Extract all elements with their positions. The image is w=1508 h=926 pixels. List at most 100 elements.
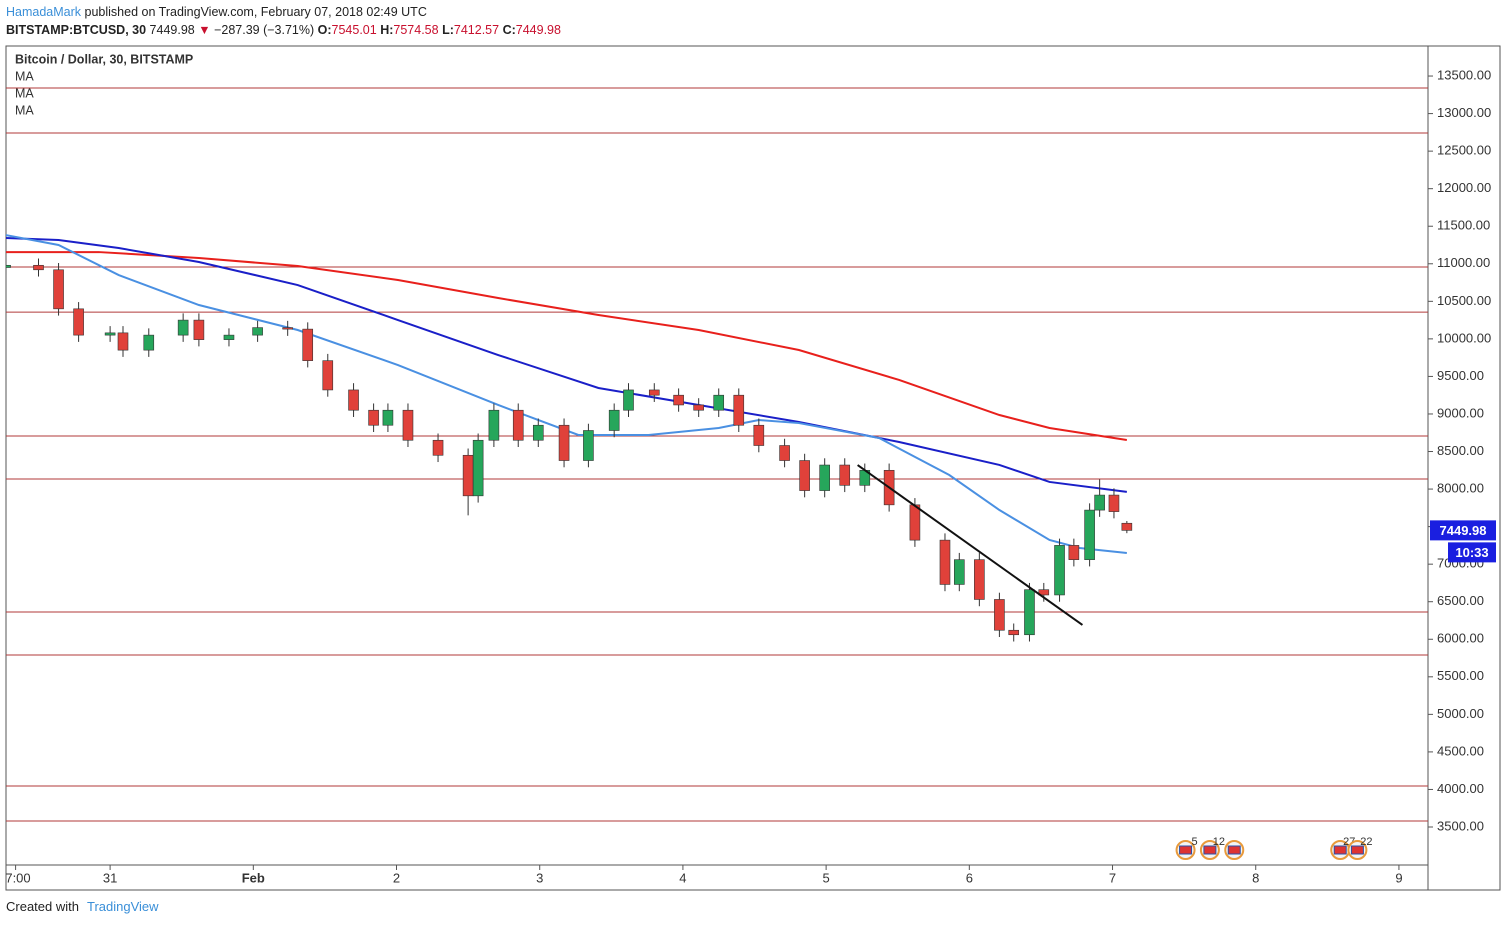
x-tick-label: 7:00 <box>5 870 30 885</box>
legend-entry: MA <box>15 86 34 100</box>
candle-body <box>532 424 544 441</box>
x-tick-label: 2 <box>393 870 400 885</box>
candle-body <box>177 319 189 336</box>
ohlc-label: H: <box>380 23 394 37</box>
candle-body <box>402 409 414 441</box>
candle-body <box>1038 589 1050 596</box>
candle-body <box>974 559 985 600</box>
candle-body <box>1008 629 1020 636</box>
y-tick-label: 8500.00 <box>1437 443 1484 458</box>
candle-body <box>623 389 634 411</box>
candle-body <box>693 404 704 411</box>
candle-body <box>1024 589 1035 636</box>
y-tick-label: 5500.00 <box>1437 668 1484 683</box>
event-label: 5 <box>1191 836 1197 848</box>
candle-body <box>713 394 725 411</box>
moving-average <box>6 234 1127 554</box>
y-tick-label: 12500.00 <box>1437 143 1491 158</box>
y-tick-label: 10500.00 <box>1437 293 1491 308</box>
y-tick-label: 13500.00 <box>1437 67 1491 82</box>
candle-body <box>1068 545 1080 560</box>
price-tag-label: 7449.98 <box>1440 523 1487 538</box>
ohlc-value: 7449.98 <box>515 23 561 37</box>
y-tick-label: 11500.00 <box>1437 218 1490 233</box>
y-tick-label: 4500.00 <box>1437 743 1484 758</box>
candle-body <box>558 424 570 461</box>
x-tick-label: 6 <box>966 870 973 885</box>
chart-title: Bitcoin / Dollar, 30, BITSTAMP <box>15 52 193 66</box>
y-tick-label: 13000.00 <box>1437 105 1491 120</box>
candle-body <box>583 430 594 461</box>
y-tick-label: 9000.00 <box>1437 405 1484 420</box>
y-tick-label: 12000.00 <box>1437 180 1491 195</box>
candle-body <box>143 334 155 351</box>
candle-body <box>648 389 660 396</box>
ohlc-value: 7574.58 <box>393 23 439 37</box>
candle-body <box>368 409 379 426</box>
y-tick-label: 8000.00 <box>1437 481 1484 496</box>
y-tick-label: 4000.00 <box>1437 781 1484 796</box>
candle-body <box>53 269 64 310</box>
candle-body <box>799 460 810 491</box>
candle-body <box>779 445 790 461</box>
candle-body <box>939 539 951 585</box>
candle-body <box>673 394 684 406</box>
event-flag <box>1203 845 1217 855</box>
legend-entry: MA <box>15 69 34 83</box>
event-label: 22 <box>1360 836 1372 848</box>
candle-body <box>252 327 263 336</box>
header: HamadaMark published on TradingView.com,… <box>6 3 561 39</box>
candle-body <box>382 409 394 426</box>
moving-average <box>6 251 1127 442</box>
candle-body <box>104 332 116 336</box>
footer-text: Created with <box>6 899 79 914</box>
candle-body <box>117 332 129 351</box>
published: published on TradingView.com, February 0… <box>84 5 427 19</box>
candle-body <box>819 464 830 491</box>
candle-body <box>994 599 1005 631</box>
candle-body <box>33 264 44 271</box>
candle-body <box>348 389 359 411</box>
y-tick-label: 9500.00 <box>1437 368 1484 383</box>
footer: Created with TradingView <box>6 899 159 914</box>
candle-body <box>193 319 205 340</box>
candle-body <box>223 334 235 340</box>
trendline <box>857 464 1084 626</box>
price-tag <box>1430 520 1496 541</box>
x-tick-label: 4 <box>679 870 686 885</box>
event-flag <box>1350 845 1364 855</box>
legend-entry: MA <box>15 103 34 117</box>
candle-body <box>488 409 500 441</box>
ohlc-value: 7412.57 <box>453 23 500 37</box>
x-tick-label: 8 <box>1252 870 1259 885</box>
event-flag <box>1227 845 1241 855</box>
y-tick-label: 3500.00 <box>1437 818 1484 833</box>
event-flag <box>1333 845 1347 855</box>
symbol: BITSTAMP:BTCUSD, 30 <box>6 23 147 37</box>
brand[interactable]: TradingView <box>86 899 159 914</box>
ohlc-label: L: <box>442 23 454 37</box>
countdown-label: 10:33 <box>1455 545 1488 560</box>
candle-body <box>432 439 444 456</box>
candle-body <box>282 327 293 330</box>
candle-body <box>839 464 851 486</box>
x-tick-label: 5 <box>823 870 830 885</box>
plot-frame <box>5 45 1429 866</box>
candle-body <box>1121 522 1133 531</box>
x-tick-label: 3 <box>536 870 543 885</box>
event-flag <box>1179 845 1193 855</box>
price-axis-frame <box>1427 45 1501 891</box>
candle-body <box>462 454 474 497</box>
y-tick-label: 6000.00 <box>1437 631 1484 646</box>
last: 7449.98 <box>149 23 195 37</box>
candle-body <box>733 394 745 426</box>
ohlc-label: O: <box>317 23 332 37</box>
arrow: ▼ <box>198 23 211 37</box>
author[interactable]: HamadaMark <box>6 5 82 19</box>
candle-body <box>73 308 84 336</box>
x-tick-label: 31 <box>103 870 117 885</box>
change: −287.39 (−3.71%) <box>214 23 315 37</box>
candle-body <box>512 409 524 441</box>
x-tick-label: 7 <box>1109 870 1116 885</box>
